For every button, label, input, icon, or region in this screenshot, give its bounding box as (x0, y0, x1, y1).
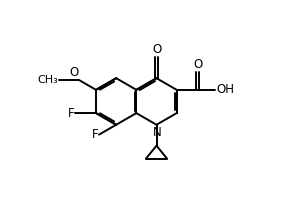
Text: N: N (153, 126, 162, 139)
Text: F: F (91, 128, 98, 141)
Text: CH₃: CH₃ (38, 75, 58, 85)
Text: OH: OH (216, 83, 234, 96)
Text: F: F (68, 107, 74, 120)
Text: O: O (193, 58, 202, 71)
Text: O: O (152, 43, 161, 56)
Text: O: O (69, 66, 78, 79)
